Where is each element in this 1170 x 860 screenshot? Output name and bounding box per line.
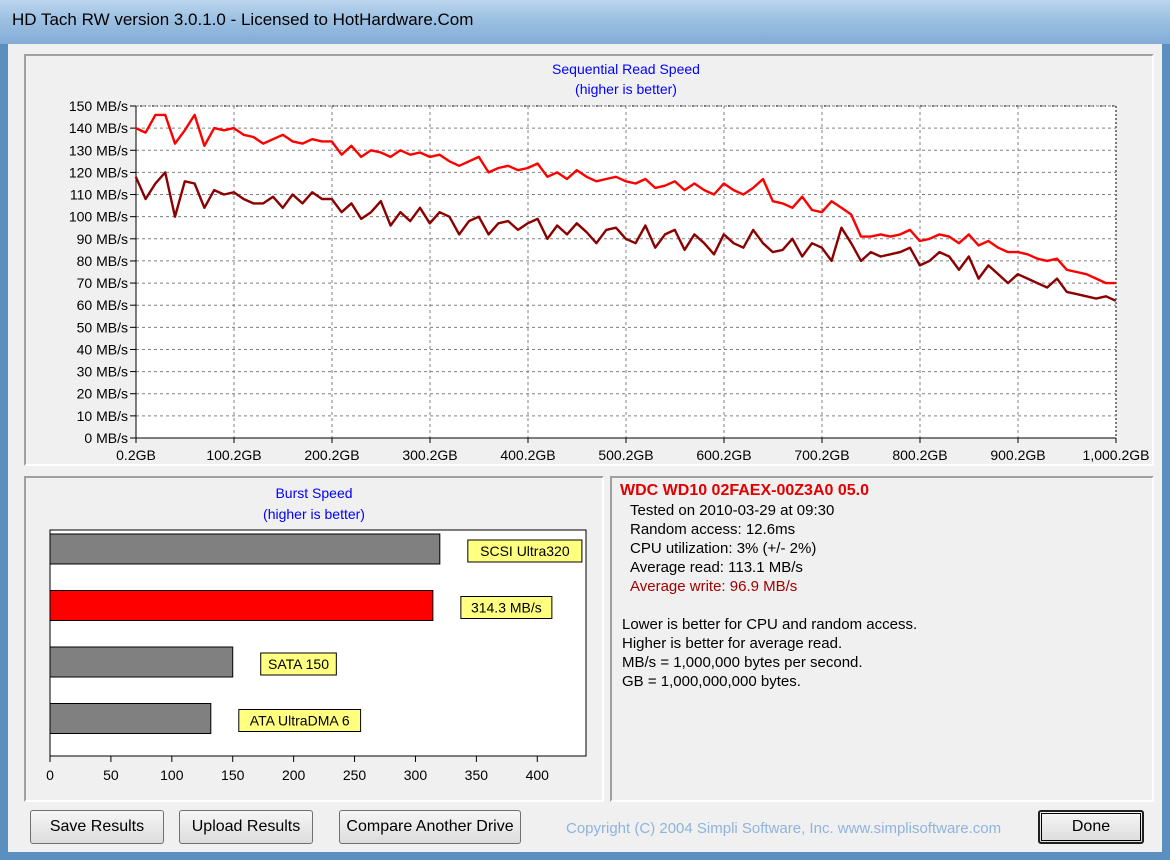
random-access: Random access: 12.6ms xyxy=(630,521,796,538)
y-tick-label: 10 MB/s xyxy=(77,408,128,424)
upload-results-button[interactable]: Upload Results xyxy=(179,810,313,844)
bar-label-box xyxy=(467,539,583,563)
cpu-utilization: CPU utilization: 3% (+/- 2%) xyxy=(630,540,817,557)
burst-bar xyxy=(49,590,434,621)
chart-subtitle: (higher is better) xyxy=(263,506,365,522)
x-tick-label: 1,000.2GB xyxy=(1083,447,1150,463)
note-line: Lower is better for CPU and random acces… xyxy=(622,616,918,633)
x-tick-label: 700.2GB xyxy=(794,447,849,463)
save-results-button[interactable]: Save Results xyxy=(30,810,164,844)
bar-label: SATA 150 xyxy=(268,656,329,672)
x-tick-label: 200.2GB xyxy=(304,447,359,463)
burst-bar xyxy=(49,703,212,734)
y-tick-label: 20 MB/s xyxy=(77,386,128,402)
note-line: MB/s = 1,000,000 bytes per second. xyxy=(622,654,863,671)
drive-info-panel: WDC WD10 02FAEX-00Z3A0 05.0 Tested on 20… xyxy=(610,476,1154,802)
burst-speed-chart: Burst Speed (higher is better) 0 50 100 150 20… xyxy=(46,485,587,783)
sequential-read-panel: Sequential Read Speed (higher is better) 0… xyxy=(24,54,1154,466)
x-tick-label: 400.2GB xyxy=(500,447,555,463)
sequential-read-chart: Sequential Read Speed (higher is better) 0… xyxy=(69,61,1150,463)
bar-label: 314.3 MB/s xyxy=(471,600,542,616)
tested-date: Tested on 2010-03-29 at 09:30 xyxy=(630,502,835,519)
y-tick-label: 30 MB/s xyxy=(77,364,128,380)
read-speed-line xyxy=(135,113,1116,285)
chart-title: Burst Speed xyxy=(275,485,352,501)
done-button[interactable]: Done xyxy=(1038,810,1144,844)
x-tick-label: 150 xyxy=(221,767,245,783)
x-tick-label: 800.2GB xyxy=(892,447,947,463)
x-tick-label: 200 xyxy=(282,767,306,783)
y-tick-label: 80 MB/s xyxy=(77,253,128,269)
y-tick-label: 100 MB/s xyxy=(69,209,128,225)
x-tick-label: 300.2GB xyxy=(402,447,457,463)
bar-label-box xyxy=(260,652,337,676)
x-tick-label: 400 xyxy=(526,767,550,783)
x-tick-label: 0 xyxy=(46,767,54,783)
y-tick-label: 150 MB/s xyxy=(69,98,128,114)
y-tick-label: 40 MB/s xyxy=(77,341,128,357)
write-speed-line xyxy=(134,171,1117,302)
y-tick-label: 70 MB/s xyxy=(77,275,128,291)
bar-label-box xyxy=(238,709,362,732)
average-write: Average write: 96.9 MB/s xyxy=(630,578,798,595)
x-tick-label: 0.2GB xyxy=(116,447,156,463)
bar-label-box xyxy=(460,596,553,619)
y-tick-label: 60 MB/s xyxy=(77,297,128,313)
x-tick-label: 350 xyxy=(465,767,489,783)
bar-label: SCSI Ultra320 xyxy=(480,543,570,559)
chart-title: Sequential Read Speed xyxy=(552,61,700,77)
y-tick-label: 110 MB/s xyxy=(70,187,128,203)
burst-bar xyxy=(49,533,441,565)
y-tick-label: 0 MB/s xyxy=(84,430,128,446)
compare-another-drive-button[interactable]: Compare Another Drive xyxy=(339,810,521,844)
x-tick-label: 50 xyxy=(103,767,119,783)
note-line: Higher is better for average read. xyxy=(622,635,843,652)
window-title: HD Tach RW version 3.0.1.0 - Licensed to… xyxy=(12,10,474,29)
burst-speed-panel: Burst Speed (higher is better) 0 50 100 150 20… xyxy=(24,476,604,802)
drive-model: WDC WD10 02FAEX-00Z3A0 05.0 xyxy=(620,482,869,499)
x-tick-label: 100 xyxy=(160,767,184,783)
x-tick-label: 100.2GB xyxy=(206,447,261,463)
chart-subtitle: (higher is better) xyxy=(575,81,677,97)
bar-label: ATA UltraDMA 6 xyxy=(250,713,350,729)
x-tick-label: 250 xyxy=(343,767,367,783)
burst-bar xyxy=(49,646,234,678)
main-window: Sequential Read Speed (higher is better) 0… xyxy=(8,44,1162,852)
y-tick-label: 50 MB/s xyxy=(77,319,128,335)
y-tick-label: 120 MB/s xyxy=(69,164,128,180)
x-tick-label: 500.2GB xyxy=(598,447,653,463)
y-tick-label: 130 MB/s xyxy=(69,142,128,158)
x-tick-label: 600.2GB xyxy=(696,447,751,463)
note-line: GB = 1,000,000,000 bytes. xyxy=(622,673,801,690)
x-tick-label: 300 xyxy=(404,767,428,783)
copyright-text: Copyright (C) 2004 Simpli Software, Inc.… xyxy=(566,820,1002,837)
x-tick-label: 900.2GB xyxy=(990,447,1045,463)
title-bar: HD Tach RW version 3.0.1.0 - Licensed to… xyxy=(0,0,1170,44)
average-read: Average read: 113.1 MB/s xyxy=(630,559,803,576)
y-tick-label: 140 MB/s xyxy=(69,120,128,136)
y-tick-label: 90 MB/s xyxy=(77,231,128,247)
